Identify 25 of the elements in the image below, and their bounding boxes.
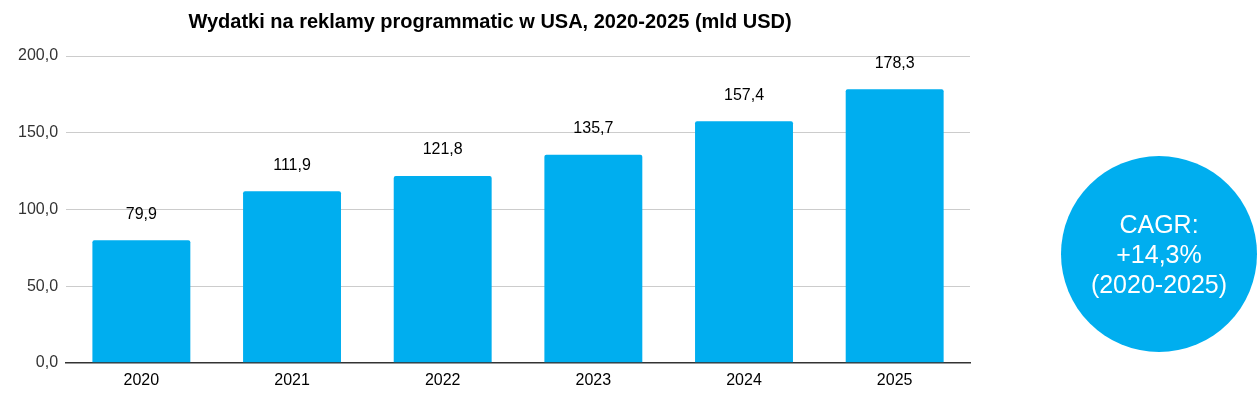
x-tick-label: 2021 [274,370,310,388]
data-label: 111,9 [273,155,311,173]
y-tick-label: 200,0 [17,46,59,64]
bar [695,121,793,363]
data-label: 79,9 [125,204,158,222]
bar [393,175,492,363]
y-tick-label: 100,0 [17,199,59,217]
y-tick-label: 0,0 [35,353,59,371]
chart-title: Wydatki na reklamy programmatic w USA, 2020-2025 (mld USD) [188,9,792,32]
circle-badge: CAGR: +14,3% (2020-2025) [1061,156,1257,352]
bar [544,154,643,363]
data-label: 135,7 [573,119,614,137]
x-tick-label: 2025 [876,370,913,388]
x-tick-label: 2020 [123,370,160,388]
bar [243,191,341,363]
data-label: 157,4 [723,85,765,103]
x-tick-label: 2024 [726,370,762,388]
y-tick-label: 50,0 [26,276,59,294]
data-label: 121,8 [422,140,463,158]
bar [845,89,944,363]
x-tick-label: 2022 [424,370,461,388]
data-label: 178,3 [874,53,915,71]
bar [92,240,191,363]
y-tick-label: 150,0 [17,123,59,141]
x-tick-label: 2023 [575,370,612,388]
